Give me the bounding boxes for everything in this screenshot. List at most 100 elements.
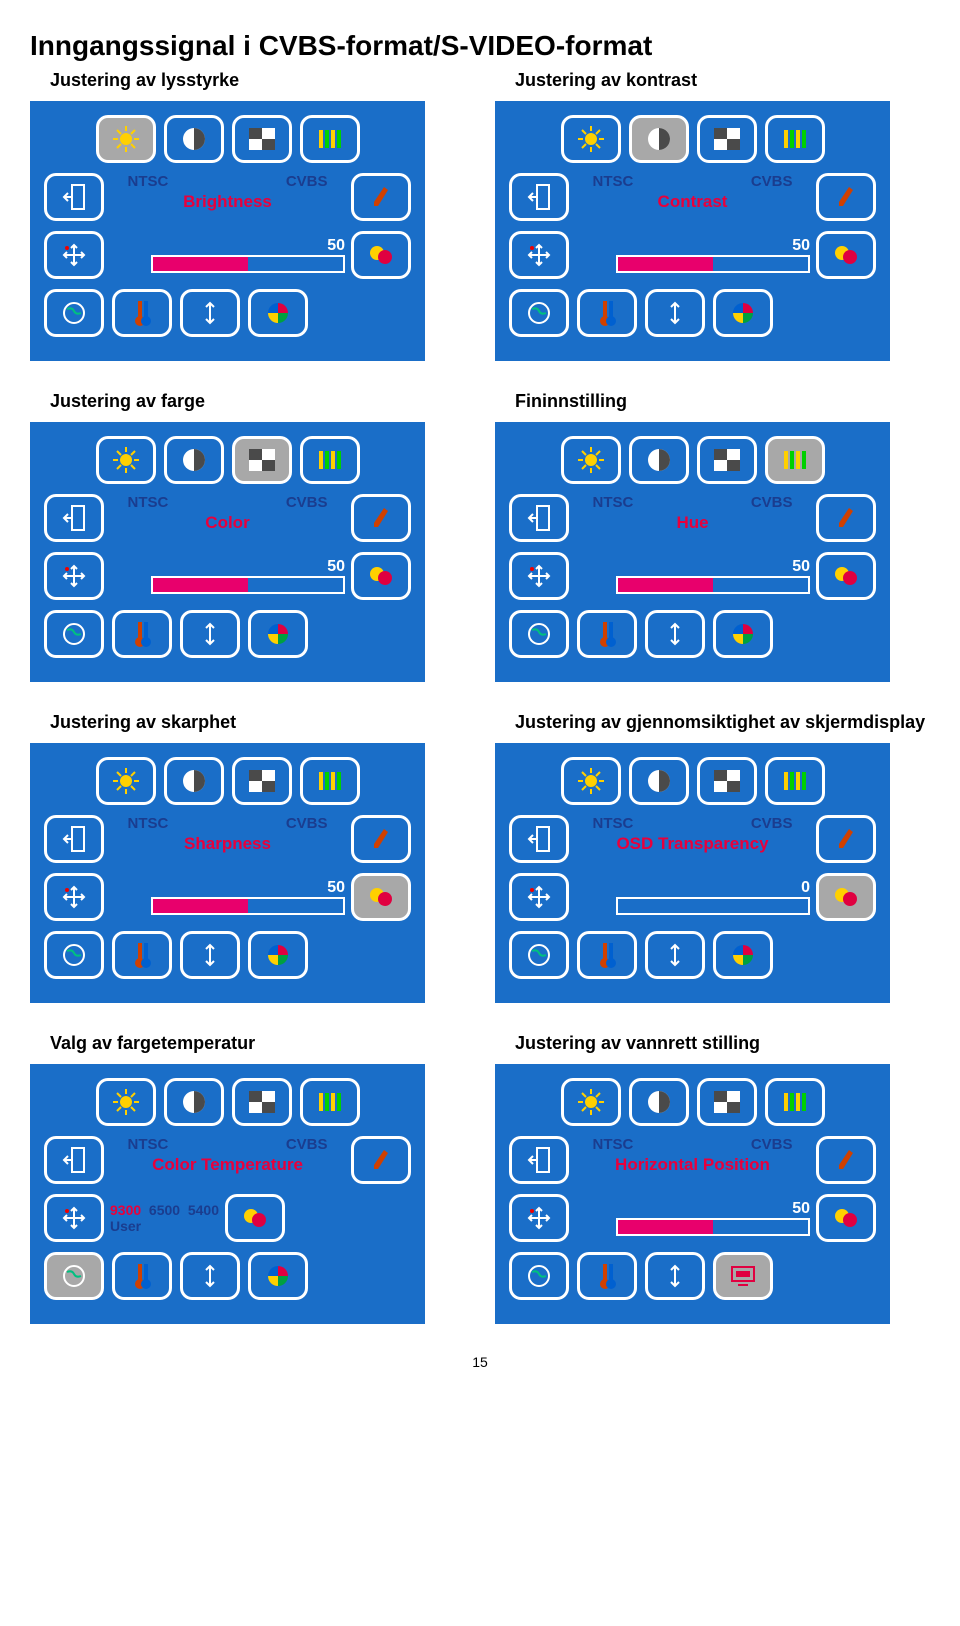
osd-icon[interactable] [509, 873, 569, 921]
slider[interactable] [616, 576, 810, 594]
osd-icon[interactable] [248, 289, 308, 337]
osd-icon[interactable] [351, 1136, 411, 1184]
osd-icon[interactable] [629, 757, 689, 805]
osd-icon[interactable] [645, 931, 705, 979]
osd-icon[interactable] [629, 1078, 689, 1126]
osd-icon[interactable] [816, 815, 876, 863]
osd-icon[interactable] [300, 1078, 360, 1126]
osd-icon[interactable] [509, 1136, 569, 1184]
osd-icon[interactable] [713, 931, 773, 979]
osd-icon[interactable] [96, 436, 156, 484]
osd-icon[interactable] [180, 289, 240, 337]
osd-icon[interactable] [248, 931, 308, 979]
osd-icon[interactable] [300, 436, 360, 484]
osd-icon[interactable] [561, 436, 621, 484]
osd-icon[interactable] [509, 552, 569, 600]
osd-icon[interactable] [509, 494, 569, 542]
osd-icon[interactable] [697, 115, 757, 163]
slider[interactable] [151, 897, 345, 915]
osd-icon[interactable] [561, 1078, 621, 1126]
osd-icon[interactable] [44, 873, 104, 921]
osd-icon[interactable] [44, 494, 104, 542]
osd-icon[interactable] [300, 115, 360, 163]
osd-icon[interactable] [713, 610, 773, 658]
slider[interactable] [616, 1218, 810, 1236]
osd-icon[interactable] [180, 931, 240, 979]
osd-icon[interactable] [713, 289, 773, 337]
osd-icon[interactable] [645, 289, 705, 337]
osd-icon[interactable] [112, 289, 172, 337]
osd-icon[interactable] [112, 931, 172, 979]
osd-icon[interactable] [180, 610, 240, 658]
osd-icon[interactable] [300, 757, 360, 805]
osd-icon[interactable] [44, 289, 104, 337]
slider[interactable] [616, 897, 810, 915]
osd-icon[interactable] [351, 173, 411, 221]
osd-icon[interactable] [509, 1252, 569, 1300]
osd-icon[interactable] [577, 610, 637, 658]
osd-icon[interactable] [96, 115, 156, 163]
osd-icon[interactable] [509, 610, 569, 658]
slider[interactable] [151, 576, 345, 594]
osd-icon[interactable] [577, 931, 637, 979]
osd-icon[interactable] [816, 494, 876, 542]
osd-icon[interactable] [44, 173, 104, 221]
osd-icon[interactable] [509, 815, 569, 863]
slider[interactable] [151, 255, 345, 273]
osd-icon[interactable] [509, 173, 569, 221]
osd-icon[interactable] [232, 1078, 292, 1126]
osd-icon[interactable] [225, 1194, 285, 1242]
osd-icon[interactable] [112, 1252, 172, 1300]
osd-icon[interactable] [816, 173, 876, 221]
osd-icon[interactable] [44, 815, 104, 863]
osd-icon[interactable] [816, 1194, 876, 1242]
osd-icon[interactable] [44, 1136, 104, 1184]
osd-icon[interactable] [248, 610, 308, 658]
osd-icon[interactable] [629, 115, 689, 163]
osd-icon[interactable] [351, 494, 411, 542]
osd-icon[interactable] [509, 931, 569, 979]
osd-icon[interactable] [164, 1078, 224, 1126]
osd-icon[interactable] [697, 1078, 757, 1126]
osd-icon[interactable] [509, 231, 569, 279]
osd-icon[interactable] [765, 115, 825, 163]
osd-icon[interactable] [44, 231, 104, 279]
osd-icon[interactable] [561, 757, 621, 805]
osd-icon[interactable] [765, 1078, 825, 1126]
osd-icon[interactable] [248, 1252, 308, 1300]
osd-icon[interactable] [816, 873, 876, 921]
osd-icon[interactable] [232, 436, 292, 484]
osd-icon[interactable] [816, 231, 876, 279]
osd-icon[interactable] [351, 231, 411, 279]
osd-icon[interactable] [44, 931, 104, 979]
osd-icon[interactable] [816, 552, 876, 600]
osd-icon[interactable] [577, 1252, 637, 1300]
slider[interactable] [616, 255, 810, 273]
osd-icon[interactable] [629, 436, 689, 484]
osd-icon[interactable] [44, 610, 104, 658]
osd-icon[interactable] [164, 436, 224, 484]
osd-icon[interactable] [697, 436, 757, 484]
osd-icon[interactable] [816, 1136, 876, 1184]
osd-icon[interactable] [351, 815, 411, 863]
osd-icon[interactable] [765, 757, 825, 805]
osd-icon[interactable] [645, 610, 705, 658]
osd-icon[interactable] [112, 610, 172, 658]
osd-icon[interactable] [509, 289, 569, 337]
osd-icon[interactable] [577, 289, 637, 337]
osd-icon[interactable] [697, 757, 757, 805]
osd-icon[interactable] [232, 115, 292, 163]
osd-icon[interactable] [561, 115, 621, 163]
osd-icon[interactable] [44, 1252, 104, 1300]
osd-icon[interactable] [509, 1194, 569, 1242]
osd-icon[interactable] [44, 552, 104, 600]
osd-icon[interactable] [164, 115, 224, 163]
osd-icon[interactable] [351, 873, 411, 921]
osd-icon[interactable] [96, 1078, 156, 1126]
osd-icon[interactable] [351, 552, 411, 600]
osd-icon[interactable] [232, 757, 292, 805]
osd-icon[interactable] [645, 1252, 705, 1300]
osd-icon[interactable] [180, 1252, 240, 1300]
osd-icon[interactable] [96, 757, 156, 805]
osd-icon[interactable] [765, 436, 825, 484]
